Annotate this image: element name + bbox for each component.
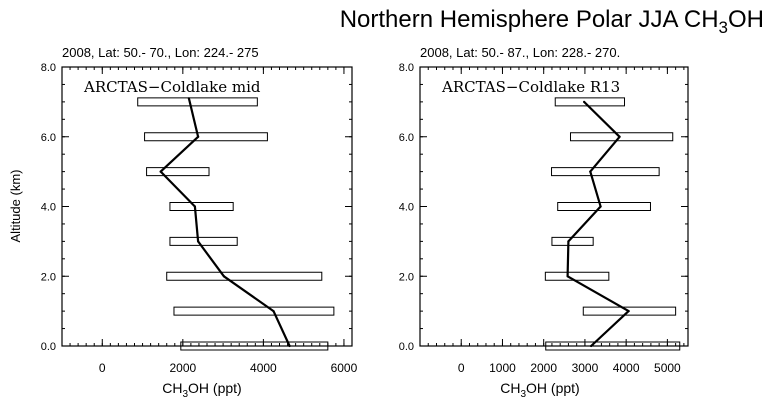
chart-panel-1: 0 2000 4000 6000 0.0 2.0 4.0 6.0 8.0 2008, Lat: 5…: [41, 45, 358, 400]
x-tick-label: 6000: [331, 361, 358, 375]
y-tick-label: 4.0: [399, 202, 414, 214]
y-tick-label: 2.0: [399, 271, 414, 283]
plot-frame: [419, 66, 689, 347]
profile-point: [187, 97, 190, 100]
range-bar: [169, 236, 238, 246]
x-tick-label: 4000: [613, 361, 640, 375]
x-tick-label: 5000: [654, 361, 681, 375]
x-axis-label-sub: 3: [520, 389, 526, 400]
y-tick-label: 0.0: [399, 341, 414, 353]
profile-point: [197, 135, 200, 138]
panel-header: 2008, Lat: 50.- 70., Lon: 224.- 275: [62, 45, 259, 60]
y-tick-label: 6.0: [41, 132, 56, 144]
figure-title-end: OH: [728, 6, 764, 33]
x-axis-label: CH3OH (ppt): [162, 380, 241, 400]
profile-point: [618, 135, 621, 138]
y-tick-label: 8.0: [399, 62, 414, 74]
profile-point: [567, 240, 570, 243]
range-bar: [554, 97, 626, 107]
range-bar: [557, 202, 651, 211]
x-axis-label-sub: 3: [182, 389, 188, 400]
figure-title-sub: 3: [719, 18, 728, 37]
profile-point: [627, 310, 630, 313]
x-axis-label-end: OH (ppt): [188, 380, 242, 396]
panel-header: 2008, Lat: 50.- 87., Lon: 228.- 270.: [420, 45, 620, 60]
range-bar: [169, 202, 234, 211]
range-bar: [551, 236, 594, 246]
profile-line: [566, 101, 630, 347]
y-tick-label: 0.0: [41, 341, 56, 353]
figure-title: Northern Hemisphere Polar JJA CH3OH: [340, 6, 764, 37]
range-bar: [144, 132, 268, 142]
range-bar: [166, 271, 323, 281]
x-axis-label-end: OH (ppt): [526, 380, 580, 396]
x-tick-label: 0: [99, 361, 106, 375]
panel-label: ARCTAS−Coldlake R13: [441, 78, 620, 96]
y-tick-label: 6.0: [399, 132, 414, 144]
range-bar: [173, 306, 335, 316]
x-axis-label-main: CH: [162, 380, 182, 396]
y-tick-label: 8.0: [41, 62, 56, 74]
profile-point: [566, 275, 569, 278]
x-tick-label: 1000: [489, 361, 516, 375]
x-tick-label: 4000: [250, 361, 277, 375]
x-tick-label: 3000: [572, 361, 599, 375]
profile-point: [159, 170, 162, 173]
range-bar: [569, 132, 674, 142]
profile-point: [599, 205, 602, 208]
y-tick-label: 4.0: [41, 202, 56, 214]
profile-point: [222, 275, 226, 278]
chart-panel-2: 0 1000 2000 3000 4000 5000 0.0 2.0 4.0 6.0 8.0 2008…: [399, 45, 689, 400]
y-axis-label: Altitude (km): [8, 170, 23, 243]
panels: 0 2000 4000 6000 0.0 2.0 4.0 6.0 8.0 2008, Lat: 5…: [41, 45, 689, 400]
x-tick-label: 2000: [530, 361, 557, 375]
x-axis-label: CH3OH (ppt): [500, 380, 579, 400]
profile-line: [159, 98, 291, 347]
plot-frame: [61, 66, 353, 347]
range-bar: [137, 97, 258, 107]
figure-title-main: Northern Hemisphere Polar JJA CH: [340, 6, 719, 33]
profile-point: [582, 100, 586, 103]
profile-point: [197, 240, 200, 243]
panel-label: ARCTAS−Coldlake mid: [83, 78, 261, 96]
y-tick-label: 2.0: [41, 271, 56, 283]
range-bar: [551, 167, 660, 177]
x-tick-label: 2000: [169, 361, 196, 375]
range-bar: [146, 167, 210, 177]
profile-point: [589, 170, 592, 173]
range-bar: [582, 306, 677, 316]
x-tick-label: 0: [458, 361, 465, 375]
profile-point: [193, 205, 197, 208]
range-bar: [544, 271, 610, 281]
x-axis-label-main: CH: [500, 380, 520, 396]
profile-point: [272, 310, 275, 313]
